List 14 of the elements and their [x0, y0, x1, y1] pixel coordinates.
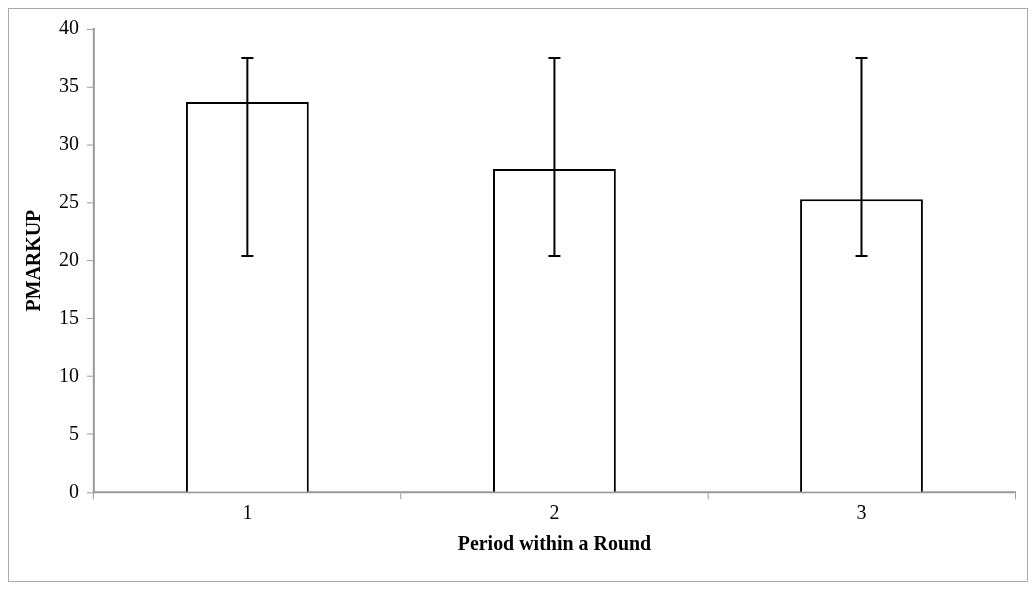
- y-tick-label: 5: [68, 421, 79, 444]
- y-tick-label: 20: [58, 247, 79, 270]
- y-tick-label: 25: [58, 189, 79, 212]
- y-tick-label: 30: [58, 132, 79, 154]
- y-axis-title: PMARKUP: [22, 209, 45, 312]
- x-tick-label: 3: [856, 501, 867, 524]
- y-tick-label: 10: [58, 363, 79, 386]
- y-tick-label: 15: [58, 305, 79, 328]
- y-tick-label: 0: [68, 479, 79, 502]
- y-tick-label: 40: [58, 16, 79, 39]
- y-tick-label: 35: [58, 74, 79, 97]
- x-tick-label: 1: [242, 501, 253, 524]
- x-axis-title: Period within a Round: [457, 532, 652, 555]
- x-tick-label: 2: [549, 501, 560, 524]
